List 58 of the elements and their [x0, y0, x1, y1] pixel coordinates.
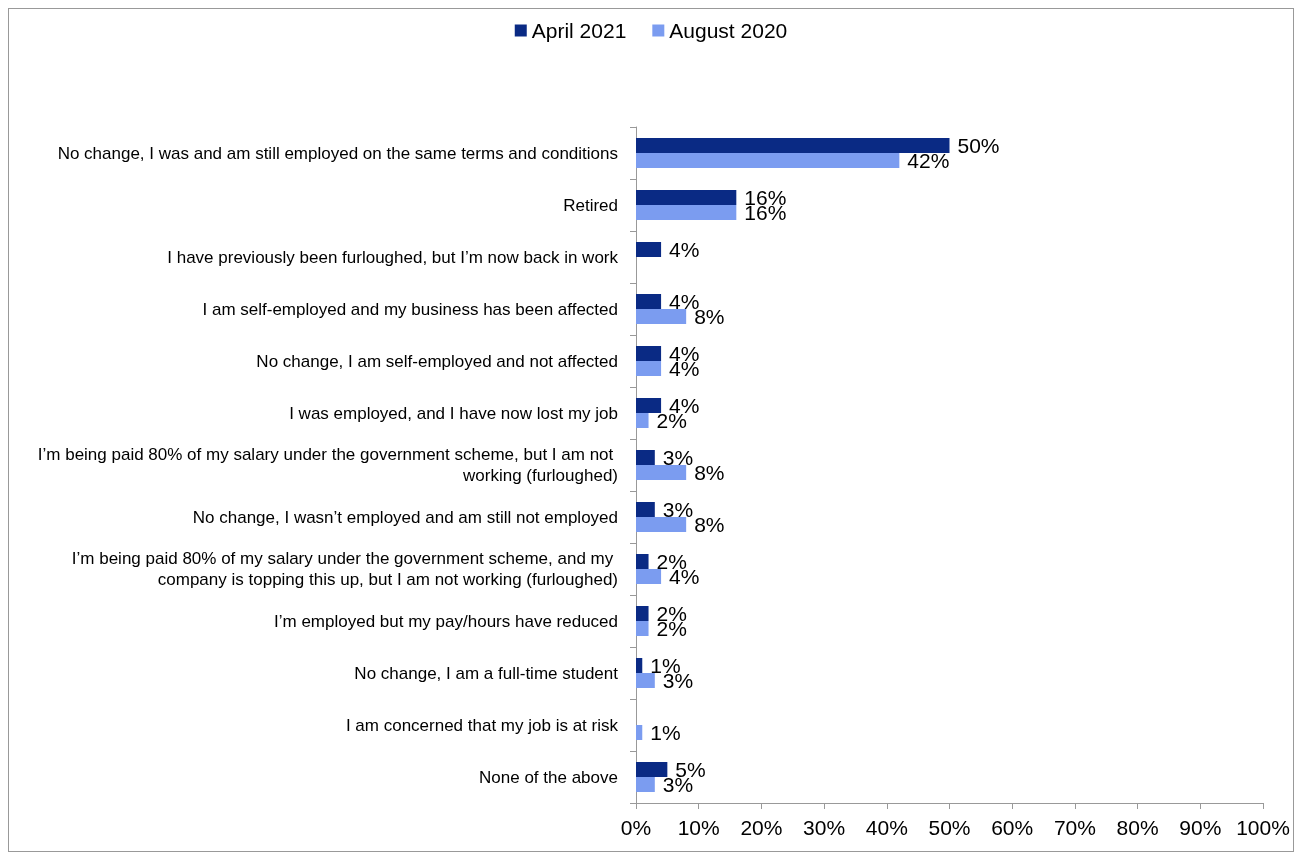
y-tick-label: I have previously been furloughed, but I’m now back in work [167, 247, 619, 267]
x-tick-label: 60% [991, 816, 1034, 839]
data-label: 8% [694, 461, 725, 484]
bar [636, 673, 655, 688]
x-tick-label: 70% [1053, 816, 1096, 839]
bar [636, 621, 649, 636]
x-tick-label: 80% [1116, 816, 1159, 839]
y-tick-label: I’m being paid 80% of my salary under the government scheme, and my company is topping this up, but I am not working (furloughed) [71, 549, 618, 589]
y-tick-label: No change, I am a full-time student [354, 663, 619, 683]
bar [636, 294, 662, 309]
bar [636, 569, 662, 584]
legend-label: April 2021 [531, 19, 627, 42]
bar [636, 517, 687, 532]
bar [636, 398, 662, 413]
y-tick-label: None of the above [479, 767, 618, 787]
bar [636, 242, 662, 257]
x-tick-label: 90% [1179, 816, 1222, 839]
bar [636, 554, 649, 569]
legend-label: August 2020 [669, 19, 788, 42]
data-label: 42% [907, 149, 950, 172]
data-label: 4% [669, 238, 700, 261]
bar [636, 190, 737, 205]
data-label: 1% [650, 721, 681, 744]
y-tick-label: I was employed, and I have now lost my job [289, 403, 618, 423]
y-tick-label: No change, I was and am still employed on the same terms and conditions [57, 143, 618, 163]
y-tick-label: No change, I wasn’t employed and am still not employed [192, 507, 618, 527]
bar [636, 606, 649, 621]
y-tick-label: I’m employed but my pay/hours have reduced [274, 611, 618, 631]
x-tick-label: 100% [1236, 816, 1290, 839]
bar [636, 762, 668, 777]
bar [636, 361, 662, 376]
x-tick-label: 50% [928, 816, 971, 839]
x-tick-label: 20% [740, 816, 783, 839]
data-label: 50% [957, 134, 1000, 157]
data-label: 3% [662, 498, 694, 521]
data-label: 8% [694, 513, 725, 536]
y-tick-label: I’m being paid 80% of my salary under the government scheme, but I am not working (furloughed) [37, 445, 618, 485]
bar [636, 658, 643, 673]
x-tick-label: 10% [677, 816, 720, 839]
x-tick-label: 0% [620, 816, 652, 839]
bar [636, 725, 643, 740]
bar [636, 138, 950, 153]
y-tick-label: Retired [563, 195, 618, 215]
bar [636, 346, 662, 361]
bar [636, 502, 655, 517]
x-tick-label: 30% [803, 816, 846, 839]
y-tick-label: I am concerned that my job is at risk [345, 715, 619, 735]
bar [636, 413, 649, 428]
bar [636, 465, 687, 480]
y-tick-label: No change, I am self-employed and not affected [256, 351, 618, 371]
x-tick-label: 40% [865, 816, 908, 839]
bar [636, 205, 737, 220]
bar [636, 153, 900, 168]
y-tick-label: I am self-employed and my business has been affected [202, 299, 618, 319]
bar [636, 777, 655, 792]
data-label: 3% [662, 446, 694, 469]
bar [636, 450, 655, 465]
bar [636, 309, 687, 324]
